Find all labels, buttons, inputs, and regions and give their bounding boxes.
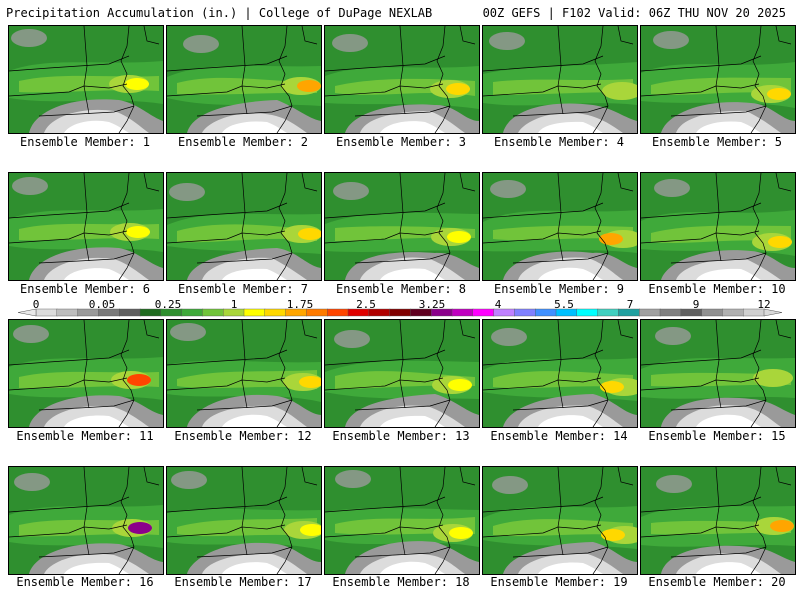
colorbar-swatch: [514, 308, 536, 317]
precip-map: [641, 467, 795, 574]
precip-map: [9, 26, 163, 133]
ensemble-map-panel: [8, 466, 164, 575]
colorbar-swatch: [659, 308, 682, 317]
colorbar-swatch: [327, 308, 349, 317]
ensemble-map-panel: [8, 172, 164, 281]
ensemble-member-label: Ensemble Member: 3: [335, 135, 467, 149]
ensemble-member-label: Ensemble Member: 5: [651, 135, 783, 149]
colorbar-swatch: [576, 308, 599, 317]
ensemble-map-panel: [640, 25, 796, 134]
ensemble-member-label: Ensemble Member: 17: [174, 575, 312, 589]
ensemble-map-panel: [482, 25, 638, 134]
colorbar-swatch: [597, 308, 620, 317]
precip-map: [641, 26, 795, 133]
ensemble-member-label: Ensemble Member: 12: [174, 429, 312, 443]
colorbar-tick-label: 5.5: [554, 298, 574, 311]
ensemble-member-label: Ensemble Member: 15: [648, 429, 786, 443]
ensemble-member-label: Ensemble Member: 18: [332, 575, 470, 589]
colorbar-tick-label: 3.25: [418, 298, 446, 311]
ensemble-map-panel: [166, 25, 322, 134]
ensemble-map-panel: [324, 319, 480, 428]
colorbar-swatch: [56, 308, 79, 317]
precip-map: [483, 320, 637, 427]
ensemble-member-label: Ensemble Member: 13: [332, 429, 470, 443]
ensemble-member-label: Ensemble Member: 20: [648, 575, 786, 589]
colorbar-swatch: [118, 308, 141, 317]
precip-map: [167, 467, 321, 574]
colorbar-swatch: [202, 308, 224, 317]
colorbar-tick-label: 0.05: [88, 298, 116, 311]
colorbar-swatch: [264, 308, 287, 317]
precip-map: [167, 26, 321, 133]
colorbar-tick-label: 0.25: [154, 298, 182, 311]
precip-map: [483, 173, 637, 280]
precip-map: [325, 320, 479, 427]
ensemble-member-label: Ensemble Member: 2: [177, 135, 309, 149]
ensemble-map-panel: [324, 25, 480, 134]
precip-map: [9, 467, 163, 574]
ensemble-map-panel: [8, 25, 164, 134]
precip-map: [9, 320, 163, 427]
ensemble-map-panel: [324, 172, 480, 281]
ensemble-member-label: Ensemble Member: 16: [16, 575, 154, 589]
colorbar-tick-label: 0: [32, 298, 40, 311]
ensemble-member-label: Ensemble Member: 6: [19, 282, 151, 296]
colorbar-tick-label: 1.75: [286, 298, 314, 311]
colorbar-high-arrow: [763, 308, 783, 317]
colorbar-swatch: [181, 308, 204, 317]
precip-map: [641, 173, 795, 280]
precip-map: [483, 467, 637, 574]
colorbar-swatch: [639, 308, 661, 317]
model-run-label: 00Z GEFS | F102 Valid: 06Z THU NOV 20 20…: [482, 6, 786, 20]
ensemble-member-label: Ensemble Member: 7: [177, 282, 309, 296]
ensemble-map-panel: [482, 172, 638, 281]
colorbar-tick-label: 1: [230, 298, 238, 311]
precip-map: [325, 173, 479, 280]
ensemble-member-label: Ensemble Member: 9: [493, 282, 625, 296]
precip-map: [9, 173, 163, 280]
ensemble-member-label: Ensemble Member: 11: [16, 429, 154, 443]
precip-map: [325, 467, 479, 574]
ensemble-map-panel: [8, 319, 164, 428]
colorbar-tick-label: 7: [626, 298, 634, 311]
ensemble-map-panel: [640, 172, 796, 281]
colorbar-low-arrow: [17, 308, 37, 317]
colorbar-swatch: [472, 308, 495, 317]
ensemble-map-panel: [640, 466, 796, 575]
precip-map: [325, 26, 479, 133]
precip-map: [483, 26, 637, 133]
ensemble-member-label: Ensemble Member: 19: [490, 575, 628, 589]
page-title: Precipitation Accumulation (in.) | Colle…: [6, 6, 433, 20]
ensemble-map-panel: [640, 319, 796, 428]
precip-map: [167, 320, 321, 427]
colorbar-swatch: [722, 308, 744, 317]
precip-map: [641, 320, 795, 427]
precip-colorbar: [17, 308, 783, 317]
ensemble-member-label: Ensemble Member: 10: [648, 282, 786, 296]
ensemble-member-label: Ensemble Member: 1: [19, 135, 151, 149]
colorbar-swatch: [389, 308, 412, 317]
ensemble-member-label: Ensemble Member: 4: [493, 135, 625, 149]
precip-map: [167, 173, 321, 280]
ensemble-map-panel: [482, 319, 638, 428]
colorbar-tick-label: 2.5: [356, 298, 376, 311]
ensemble-member-label: Ensemble Member: 14: [490, 429, 628, 443]
colorbar-swatch: [701, 308, 724, 317]
ensemble-map-panel: [166, 466, 322, 575]
ensemble-member-label: Ensemble Member: 8: [335, 282, 467, 296]
colorbar-tick-label: 12: [757, 298, 771, 311]
colorbar-tick-label: 9: [692, 298, 700, 311]
ensemble-map-panel: [166, 319, 322, 428]
ensemble-map-panel: [482, 466, 638, 575]
ensemble-map-panel: [166, 172, 322, 281]
ensemble-map-panel: [324, 466, 480, 575]
colorbar-swatch: [451, 308, 474, 317]
colorbar-swatch: [243, 308, 266, 317]
colorbar-tick-label: 4: [494, 298, 502, 311]
